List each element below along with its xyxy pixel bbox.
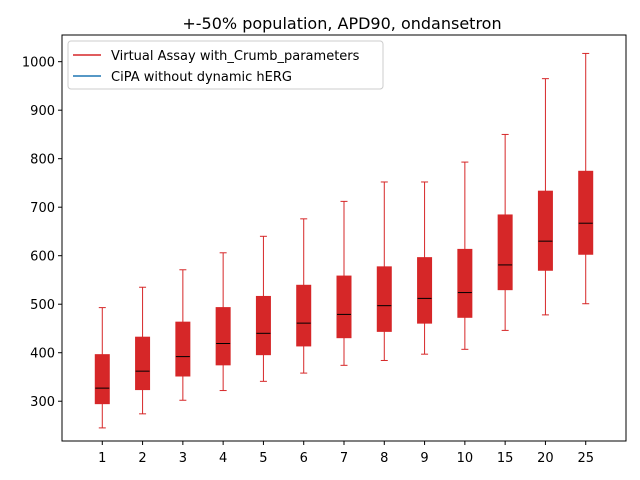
y-tick-label: 500 xyxy=(30,298,55,313)
x-tick-label: 8 xyxy=(380,451,388,466)
box-6 xyxy=(296,218,312,374)
iqr-box xyxy=(457,248,473,318)
x-tick-label: 10 xyxy=(457,451,474,466)
box-10 xyxy=(457,161,473,350)
x-axis: 1 2 3 4 5 6 7 8 9 10 15 20 25 xyxy=(98,441,594,466)
y-tick-label: 800 xyxy=(30,153,55,168)
legend-label-virtual-assay: Virtual Assay with_Crumb_parameters xyxy=(111,49,360,64)
x-tick-label: 1 xyxy=(98,451,106,466)
x-tick-label: 5 xyxy=(259,451,267,466)
iqr-box xyxy=(135,336,151,391)
iqr-box xyxy=(296,284,312,347)
x-tick-label: 4 xyxy=(219,451,227,466)
legend: Virtual Assay with_Crumb_parameters CiPA… xyxy=(67,40,384,90)
iqr-box xyxy=(417,257,433,324)
x-tick-label: 20 xyxy=(537,451,554,466)
box-2 xyxy=(135,286,151,415)
x-tick-label: 9 xyxy=(420,451,428,466)
box-9 xyxy=(417,181,433,355)
box-1 xyxy=(94,307,110,429)
x-tick-label: 25 xyxy=(577,451,594,466)
iqr-box xyxy=(336,275,352,339)
y-tick-label: 300 xyxy=(30,395,55,410)
iqr-box xyxy=(497,214,513,291)
box-3 xyxy=(175,269,191,401)
legend-frame xyxy=(67,40,384,90)
y-tick-label: 1000 xyxy=(22,56,55,71)
x-tick-label: 7 xyxy=(340,451,348,466)
y-tick-label: 400 xyxy=(30,347,55,362)
iqr-box xyxy=(376,266,392,332)
iqr-box xyxy=(537,190,553,271)
box-7 xyxy=(336,200,352,366)
x-tick-label: 6 xyxy=(300,451,308,466)
box-8 xyxy=(376,181,392,361)
box-4 xyxy=(215,252,231,392)
x-tick-label: 2 xyxy=(138,451,146,466)
x-tick-label: 3 xyxy=(179,451,187,466)
iqr-box xyxy=(578,170,594,255)
chart-title: +-50% population, APD90, ondansetron xyxy=(182,14,501,33)
box-5 xyxy=(255,235,271,382)
y-tick-label: 600 xyxy=(30,250,55,265)
y-tick-label: 900 xyxy=(30,104,55,119)
iqr-box xyxy=(215,307,231,366)
iqr-box xyxy=(175,321,191,377)
box-series xyxy=(94,52,594,429)
box-15 xyxy=(497,133,513,331)
x-tick-label: 15 xyxy=(497,451,514,466)
box-20 xyxy=(537,78,553,316)
legend-label-cipa: CiPA without dynamic hERG xyxy=(111,70,292,85)
y-axis: 300 400 500 600 700 800 900 1000 xyxy=(22,56,62,410)
iqr-box xyxy=(94,354,110,405)
iqr-box xyxy=(255,295,271,356)
y-tick-label: 700 xyxy=(30,201,55,216)
box-25 xyxy=(578,52,594,305)
